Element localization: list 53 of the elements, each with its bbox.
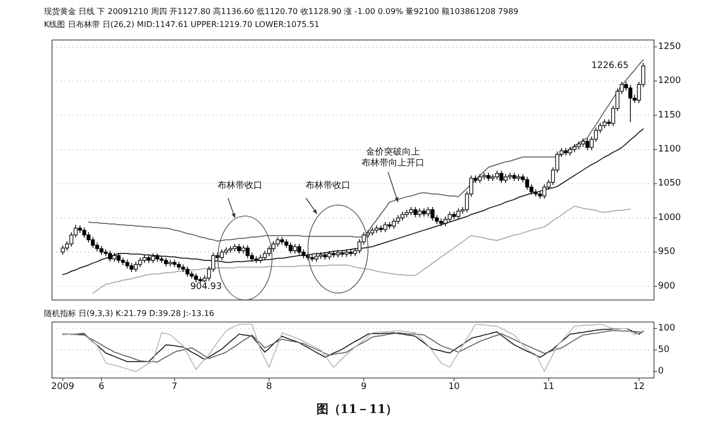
line-series (92, 206, 631, 294)
x-tick-label: 6 (98, 382, 105, 392)
text: 随机指标 日(9,3,3) K:21.79 D:39.28 J:-13.16 (44, 309, 214, 318)
candlestick (456, 208, 460, 220)
candlestick (267, 246, 272, 257)
candlestick (116, 252, 121, 264)
annotation: 1226.65 (591, 61, 629, 72)
x-tick-label: 2009 (51, 382, 74, 392)
line-series (88, 59, 644, 242)
candlestick (413, 206, 418, 218)
candlestick (262, 250, 267, 261)
candlestick (392, 218, 396, 230)
x-tick-label: 11 (542, 382, 554, 392)
y-tick-label: 1050 (658, 179, 682, 190)
y-tick-label: 1100 (658, 144, 682, 155)
candlestick (628, 84, 632, 123)
y-tick-label: 1250 (658, 42, 682, 52)
candlestick (499, 170, 504, 184)
annotation: 布林带收口 (306, 180, 350, 192)
candlestick (134, 261, 138, 272)
candlestick (525, 176, 530, 190)
candlestick (448, 211, 452, 222)
candlestick (82, 227, 86, 238)
candlestick (60, 244, 65, 256)
y-tick-label: 1200 (658, 76, 682, 87)
y-tick-label: 1150 (658, 110, 682, 121)
candlestick (138, 257, 142, 268)
x-tick-label: 9 (360, 382, 367, 392)
candlestick (69, 232, 74, 248)
candlestick (585, 138, 590, 151)
candlestick (90, 236, 95, 248)
candlestick (542, 184, 546, 200)
candlestick (246, 244, 250, 259)
candlestick (220, 248, 224, 261)
x-tick-label: 10 (448, 382, 460, 392)
y-tick-label: 0 (658, 366, 664, 378)
candlestick (383, 222, 388, 233)
candlestick (288, 242, 293, 254)
annotation: 904.93 (190, 282, 222, 292)
x-tick-label: 12 (633, 382, 645, 392)
x-tick-label: 8 (266, 382, 272, 392)
y-tick-label: 100 (658, 324, 676, 334)
y-tick-label: 50 (658, 345, 670, 356)
y-tick-label: 1000 (658, 213, 682, 224)
line-series (62, 128, 644, 276)
text: K线图 日布林带 日(26,2) MID:1147.61 UPPER:1219.70 LOWER:1075.51 (44, 20, 320, 30)
y-tick-label: 900 (658, 282, 676, 292)
text: 现货黄金 日线 下 20091210 周四 开1127.80 高1136.60 低1120.70 收1128.90 涨 -1.00 0.09% 量92100 额103861208 7989 (44, 7, 518, 16)
annotation: 金价突破向上布林带向上开口 (362, 147, 424, 169)
text: 图（11－11） (316, 402, 398, 416)
x-tick-label: 7 (172, 382, 178, 392)
y-tick-label: 950 (658, 248, 676, 258)
annotation: 布林带收口 (218, 180, 262, 192)
